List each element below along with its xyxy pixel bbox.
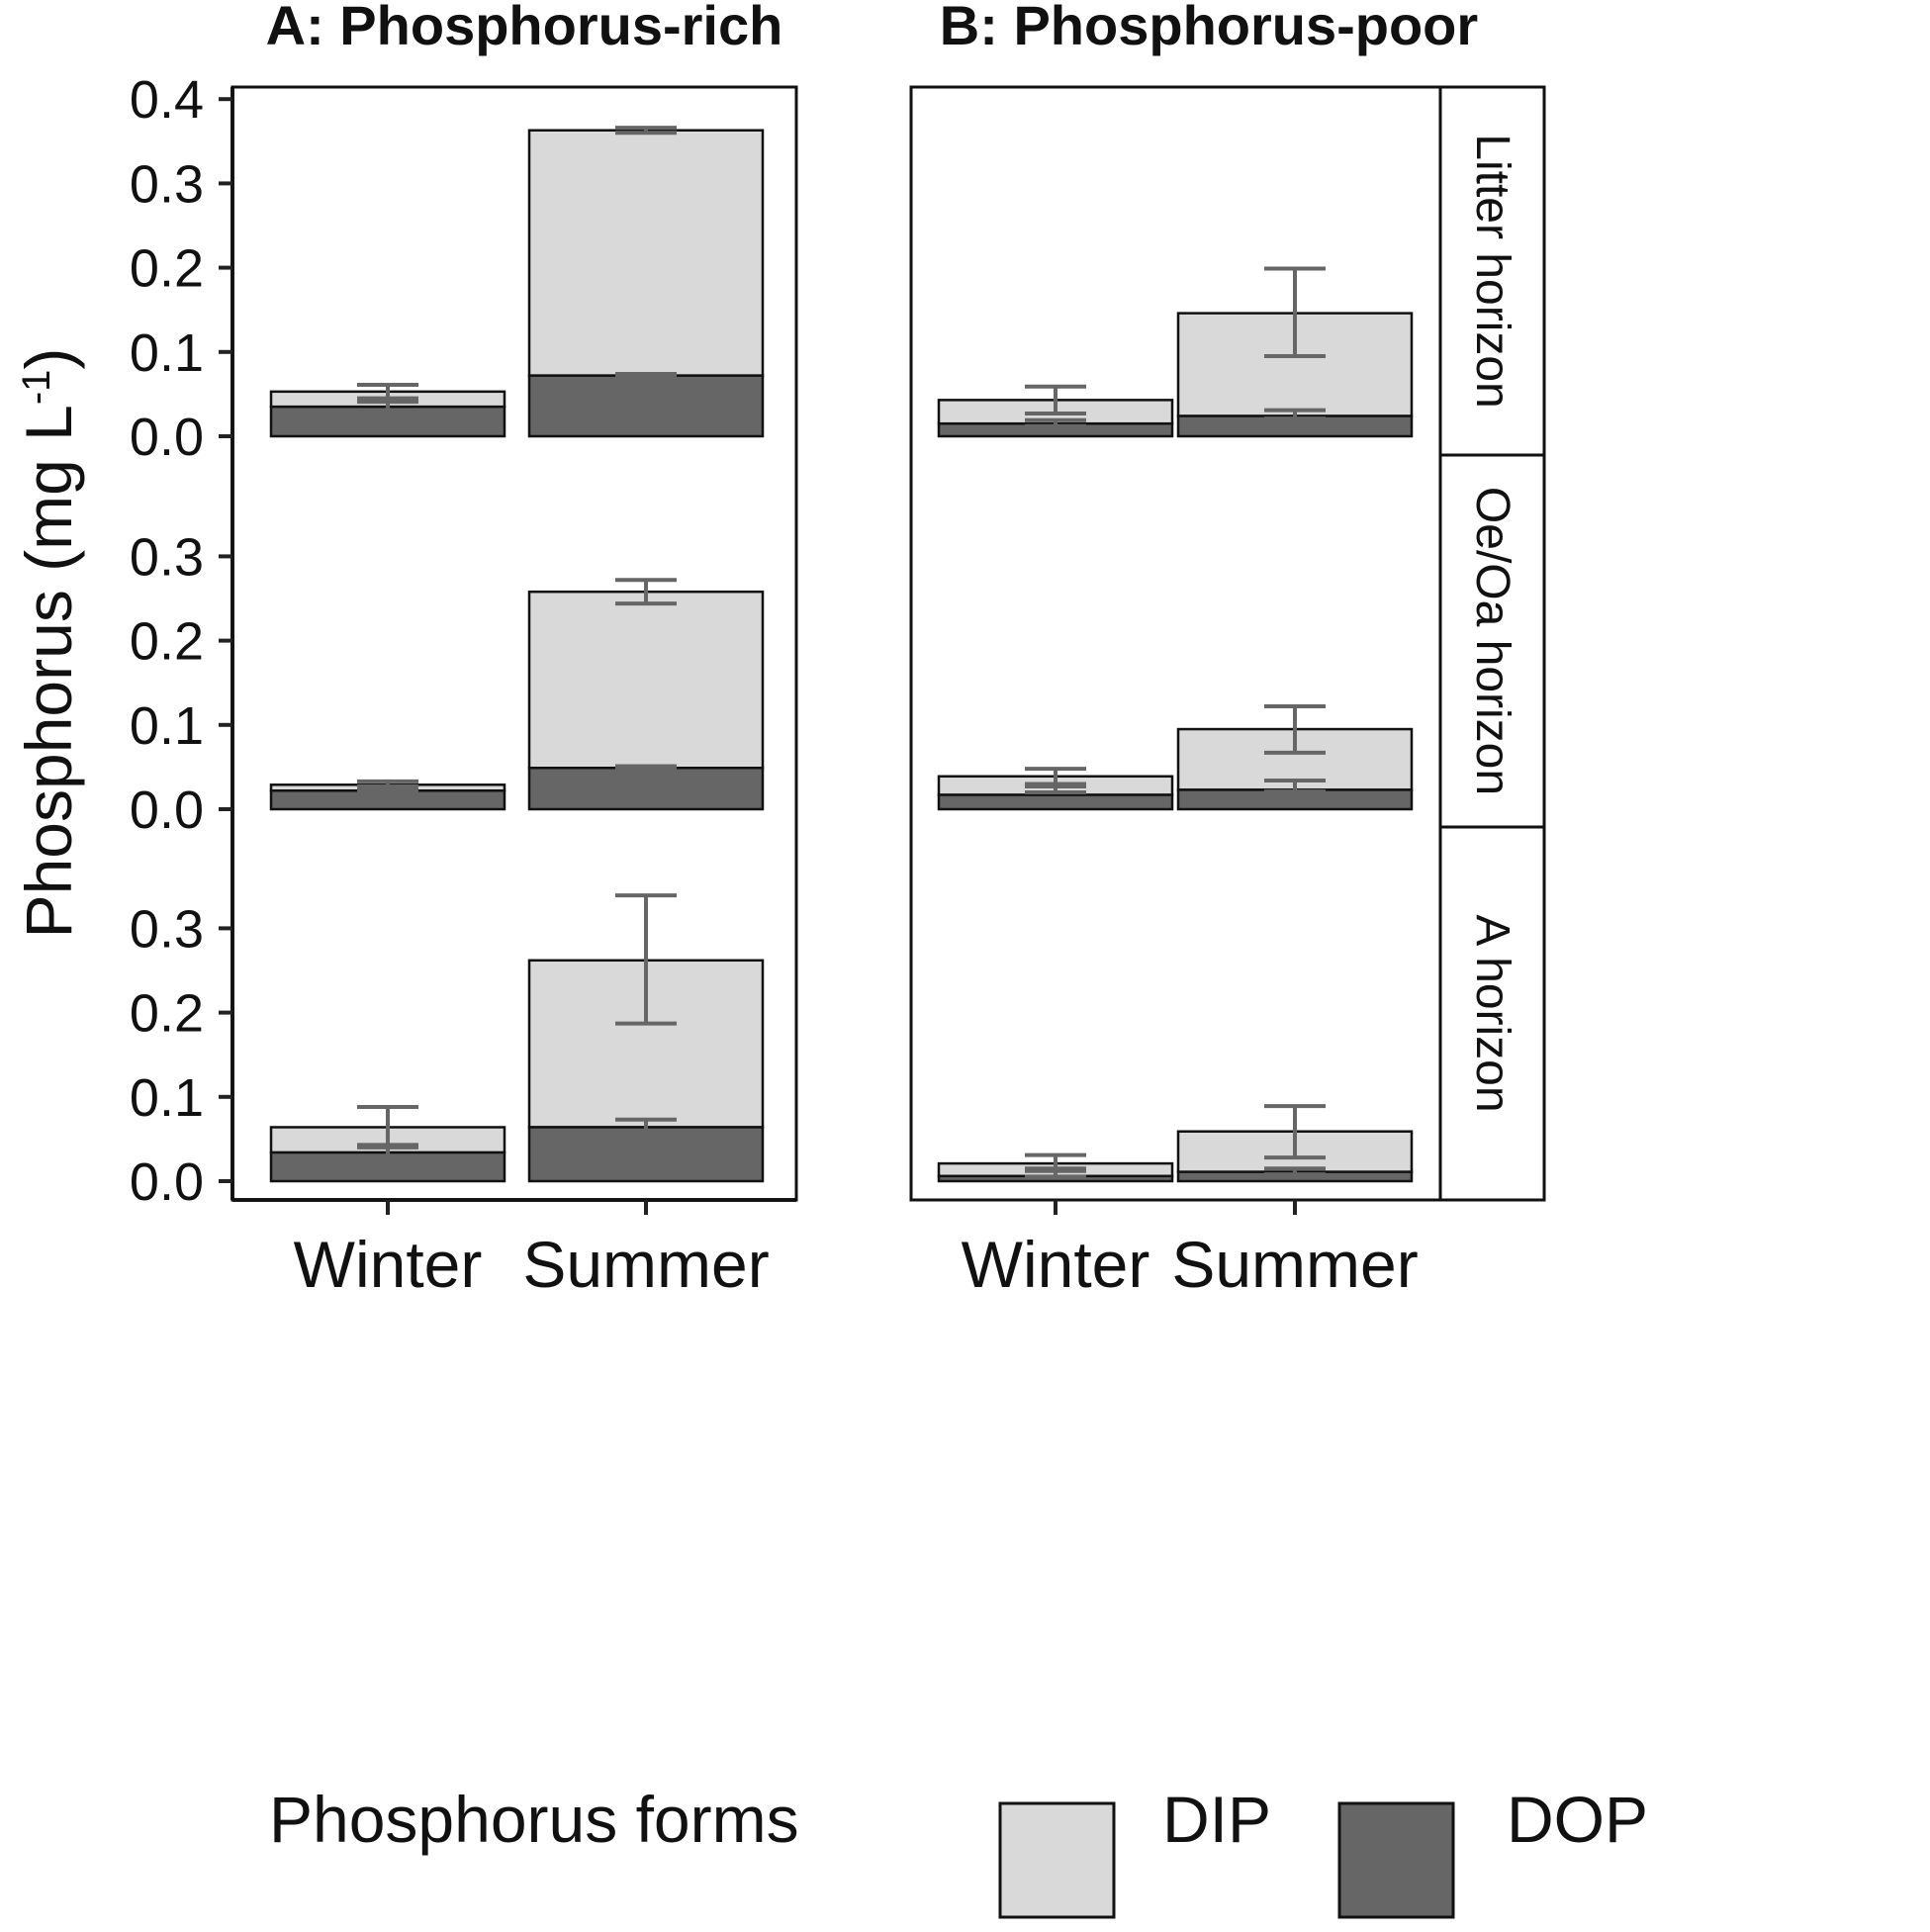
bar-dop-A-oeoa-summer: [527, 767, 765, 811]
y-tick-label-litter-3: 0.3: [130, 154, 204, 214]
y-tick-label-litter-4: 0.4: [130, 70, 204, 130]
y-tick-label-litter-0: 0.0: [130, 408, 204, 467]
x-tick-label-A-summer: Summer: [522, 1228, 769, 1301]
legend-title: Phosphorus forms: [269, 1783, 799, 1856]
strip-box-oeoa: [1438, 453, 1546, 829]
y-tick-label-a-1: 0.1: [130, 1068, 204, 1128]
panel-title-B: B: Phosphorus-poor: [940, 0, 1478, 56]
y-tick-label-oeoa-0: 0.0: [130, 781, 204, 840]
strip-label-a: A horizon: [1466, 914, 1518, 1112]
bar-dip-A-oeoa-summer: [527, 590, 765, 770]
y-tick-label-litter-2: 0.2: [130, 239, 204, 299]
panel-frame-B: [909, 85, 1442, 1202]
x-tick-label-B-winter: Winter: [962, 1228, 1150, 1301]
strip-box-a: [1438, 825, 1546, 1202]
panel-title-A: A: Phosphorus-rich: [266, 0, 783, 56]
legend-swatch-dip: [998, 1801, 1116, 1919]
strip-label-oeoa: Oe/Oa horizon: [1466, 487, 1518, 795]
legend-label-dop: DOP: [1507, 1783, 1648, 1856]
panel-frame-A: [230, 85, 798, 1202]
legend-label-dip: DIP: [1162, 1783, 1271, 1856]
strip-label-litter: Litter horizon: [1466, 134, 1518, 408]
y-tick-label-a-0: 0.0: [130, 1152, 204, 1212]
y-axis-label: Phosphorus (mg L-1): [12, 348, 85, 939]
y-tick-label-a-2: 0.2: [130, 984, 204, 1044]
y-tick-label-oeoa-1: 0.1: [130, 696, 204, 756]
x-tick-label-B-summer: Summer: [1171, 1228, 1418, 1301]
y-tick-label-oeoa-2: 0.2: [130, 612, 204, 672]
y-tick-label-a-3: 0.3: [130, 899, 204, 959]
y-tick-label-litter-1: 0.1: [130, 323, 204, 383]
x-tick-label-A-winter: Winter: [294, 1228, 483, 1301]
strip-box-litter: [1438, 85, 1546, 457]
legend-swatch-dop: [1337, 1801, 1455, 1919]
bar-dop-A-a-summer: [527, 1126, 765, 1183]
bar-dop-B-oeoa-winter: [937, 793, 1174, 811]
bar-dop-A-litter-summer: [527, 374, 765, 438]
y-tick-label-oeoa-3: 0.3: [130, 527, 204, 587]
bar-dip-A-litter-summer: [527, 129, 765, 377]
